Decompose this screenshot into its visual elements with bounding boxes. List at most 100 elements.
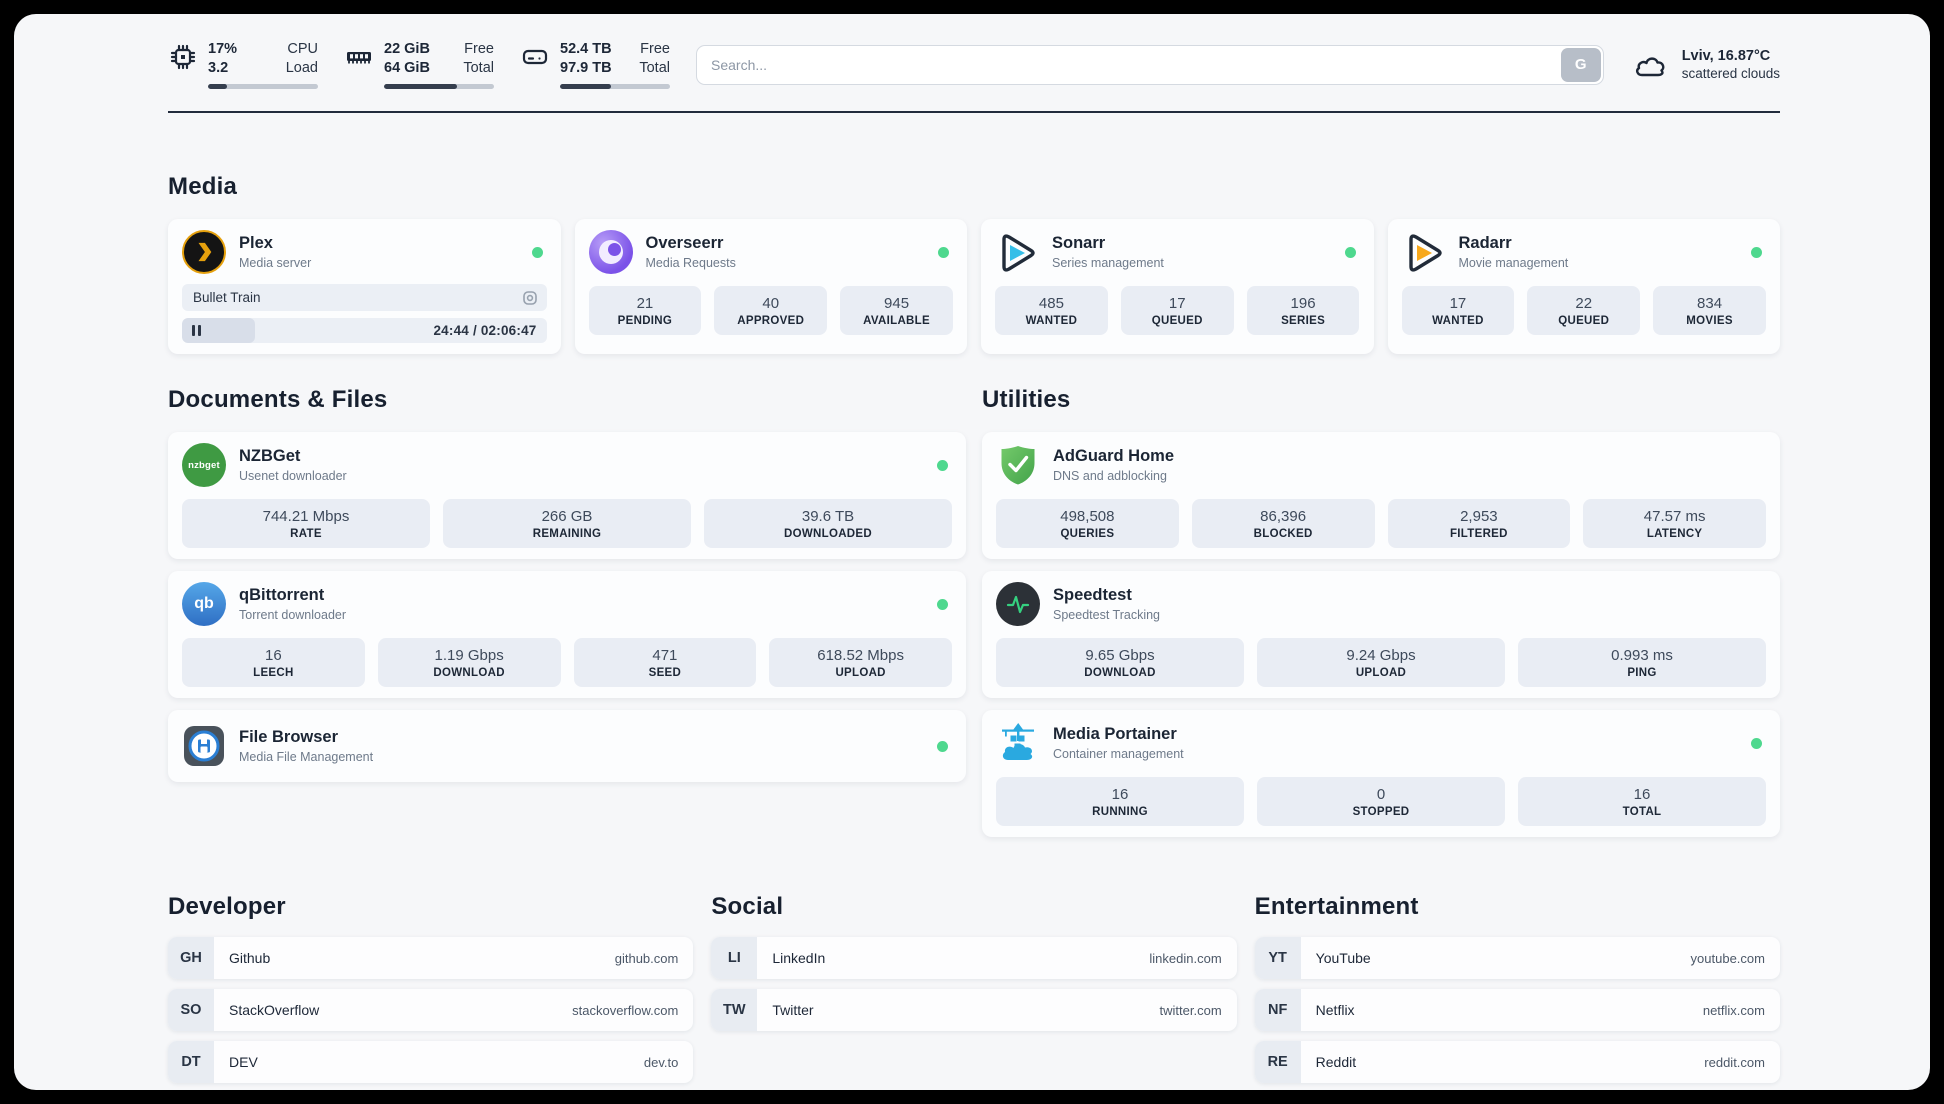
status-online-dot: [937, 740, 948, 752]
link-github[interactable]: GH Github github.com: [168, 937, 694, 979]
stat-downloaded: 39.6 TB DOWNLOADED: [704, 499, 952, 548]
stat-latency: 47.57 ms LATENCY: [1583, 499, 1766, 548]
app-name: Plex: [239, 234, 273, 252]
app-card-radarr[interactable]: Radarr Movie management 17 WANTED 22 QUE…: [1387, 219, 1780, 354]
pause-icon[interactable]: [192, 325, 201, 336]
app-desc: Usenet downloader: [239, 469, 347, 483]
stat-wanted: 17 WANTED: [1401, 286, 1515, 335]
link-reddit[interactable]: RE Reddit reddit.com: [1254, 1041, 1780, 1083]
section-title-entertainment: Entertainment: [1254, 893, 1419, 920]
top-bar: 17% 3.2 CPU Load: [168, 14, 1780, 89]
playback-progress-bar[interactable]: 24:44 / 02:06:47: [182, 318, 547, 343]
weather-location-temp: Lviv, 16.87°C: [1681, 48, 1771, 64]
memory-total-label: Total: [463, 60, 494, 76]
app-card-sonarr[interactable]: Sonarr Series management 485 WANTED 17 Q…: [981, 219, 1374, 354]
stat-stopped: 0 STOPPED: [1257, 777, 1505, 826]
status-online-dot: [1751, 737, 1762, 749]
cpu-metric: 17% 3.2 CPU Load: [168, 40, 318, 89]
section-title-utilities: Utilities: [982, 386, 1071, 413]
memory-icon: [344, 42, 374, 72]
app-desc: Movie management: [1458, 256, 1569, 270]
app-card-qbittorrent[interactable]: qb qBittorrent Torrent downloader 16 LEE…: [168, 571, 966, 698]
link-abbr-badge: YT: [1254, 937, 1301, 979]
app-card-nzbget[interactable]: nzbget NZBGet Usenet downloader 744.21 M…: [168, 432, 966, 559]
app-card-adguard[interactable]: AdGuard Home DNS and adblocking 498,508 …: [982, 432, 1780, 559]
link-abbr-badge: GH: [168, 937, 214, 979]
link-abbr-badge: NF: [1254, 989, 1301, 1031]
search-bar: G: [696, 44, 1604, 85]
search-input[interactable]: [696, 44, 1604, 85]
search-engine-button[interactable]: G: [1560, 47, 1601, 82]
app-card-overseerr[interactable]: Overseerr Media Requests 21 PENDING 40 A…: [574, 219, 967, 354]
app-name: Sonarr: [1052, 234, 1106, 252]
media-grid: Plex Media server Bullet Train 24:44 / 0…: [168, 219, 1780, 354]
app-name: AdGuard Home: [1053, 447, 1175, 465]
app-card-speedtest[interactable]: Speedtest Speedtest Tracking 9.65 Gbps D…: [982, 571, 1780, 698]
status-online-dot: [937, 459, 948, 471]
stat-upload: 618.52 Mbps UPLOAD: [769, 638, 952, 687]
link-abbr-badge: TW: [711, 989, 758, 1031]
portainer-icon: [996, 721, 1040, 765]
memory-free-label: Free: [464, 41, 494, 57]
stat-filtered: 2,953 FILTERED: [1387, 499, 1571, 548]
memory-progress-track: [384, 84, 494, 89]
link-stackoverflow[interactable]: SO StackOverflow stackoverflow.com: [168, 989, 694, 1031]
cpu-usage-value: 17%: [208, 41, 238, 57]
disk-free-value: 52.4 TB: [560, 41, 612, 57]
section-title-media: Media: [168, 173, 238, 200]
cpu-load-label: Load: [285, 60, 318, 76]
app-desc: Series management: [1052, 256, 1164, 270]
app-desc: Media server: [239, 256, 312, 270]
media-session-icon[interactable]: [521, 289, 539, 307]
link-abbr-badge: SO: [168, 989, 214, 1031]
weather-condition: scattered clouds: [1681, 66, 1780, 81]
stat-wanted: 485 WANTED: [995, 286, 1108, 335]
disk-progress-fill: [560, 84, 611, 89]
link-abbr-badge: DT: [168, 1041, 214, 1083]
stat-running: 16 RUNNING: [996, 777, 1244, 826]
link-twitter[interactable]: TW Twitter twitter.com: [711, 989, 1237, 1031]
memory-progress-fill: [384, 84, 457, 89]
memory-metric: 22 GiB 64 GiB Free Total: [344, 40, 494, 89]
link-youtube[interactable]: YT YouTube youtube.com: [1254, 937, 1780, 979]
now-playing-title: Bullet Train: [193, 290, 261, 305]
header-divider: [168, 111, 1780, 113]
app-name: qBittorrent: [239, 586, 325, 604]
cpu-progress-fill: [208, 84, 227, 89]
stat-queued: 17 QUEUED: [1120, 286, 1234, 335]
disk-free-label: Free: [640, 41, 670, 57]
status-online-dot: [531, 246, 543, 258]
link-linkedin[interactable]: LI LinkedIn linkedin.com: [711, 937, 1237, 979]
app-card-filebrowser[interactable]: File Browser Media File Management: [168, 710, 966, 782]
link-abbr-badge: RE: [1254, 1041, 1301, 1083]
cpu-progress-track: [208, 84, 318, 89]
disk-total-label: Total: [639, 60, 670, 76]
link-netflix[interactable]: NF Netflix netflix.com: [1254, 989, 1780, 1031]
app-name: Media Portainer: [1053, 725, 1177, 743]
section-title-documents: Documents & Files: [168, 386, 388, 413]
entertainment-section: Entertainment YT YouTube youtube.com NF …: [1254, 893, 1780, 1083]
stat-rate: 744.21 Mbps RATE: [182, 499, 430, 548]
now-playing-row: Bullet Train: [182, 284, 547, 311]
memory-free-value: 22 GiB: [384, 41, 430, 57]
disk-icon: [520, 42, 550, 72]
stat-series: 196 SERIES: [1246, 286, 1360, 335]
cloud-icon: [1630, 45, 1670, 85]
memory-total-value: 64 GiB: [384, 60, 430, 76]
utilities-column: Utilities: [982, 386, 1780, 837]
social-section: Social LI LinkedIn linkedin.com TW Twitt…: [711, 893, 1237, 1031]
app-card-portainer[interactable]: Media Portainer Container management 16 …: [982, 710, 1780, 837]
section-title-social: Social: [711, 893, 784, 920]
sonarr-icon: [995, 230, 1039, 274]
cpu-load-value: 3.2: [208, 60, 229, 76]
app-desc: Media File Management: [239, 750, 374, 764]
stat-approved: 40 APPROVED: [714, 286, 828, 335]
speedtest-icon: [996, 582, 1040, 626]
app-desc: Media Requests: [645, 256, 736, 270]
app-desc: Speedtest Tracking: [1053, 608, 1161, 622]
link-dev[interactable]: DT DEV dev.to: [168, 1041, 694, 1083]
stat-seed: 471 SEED: [573, 638, 757, 687]
app-card-plex[interactable]: Plex Media server Bullet Train 24:44 / 0…: [168, 219, 561, 354]
app-name: NZBGet: [239, 447, 301, 465]
